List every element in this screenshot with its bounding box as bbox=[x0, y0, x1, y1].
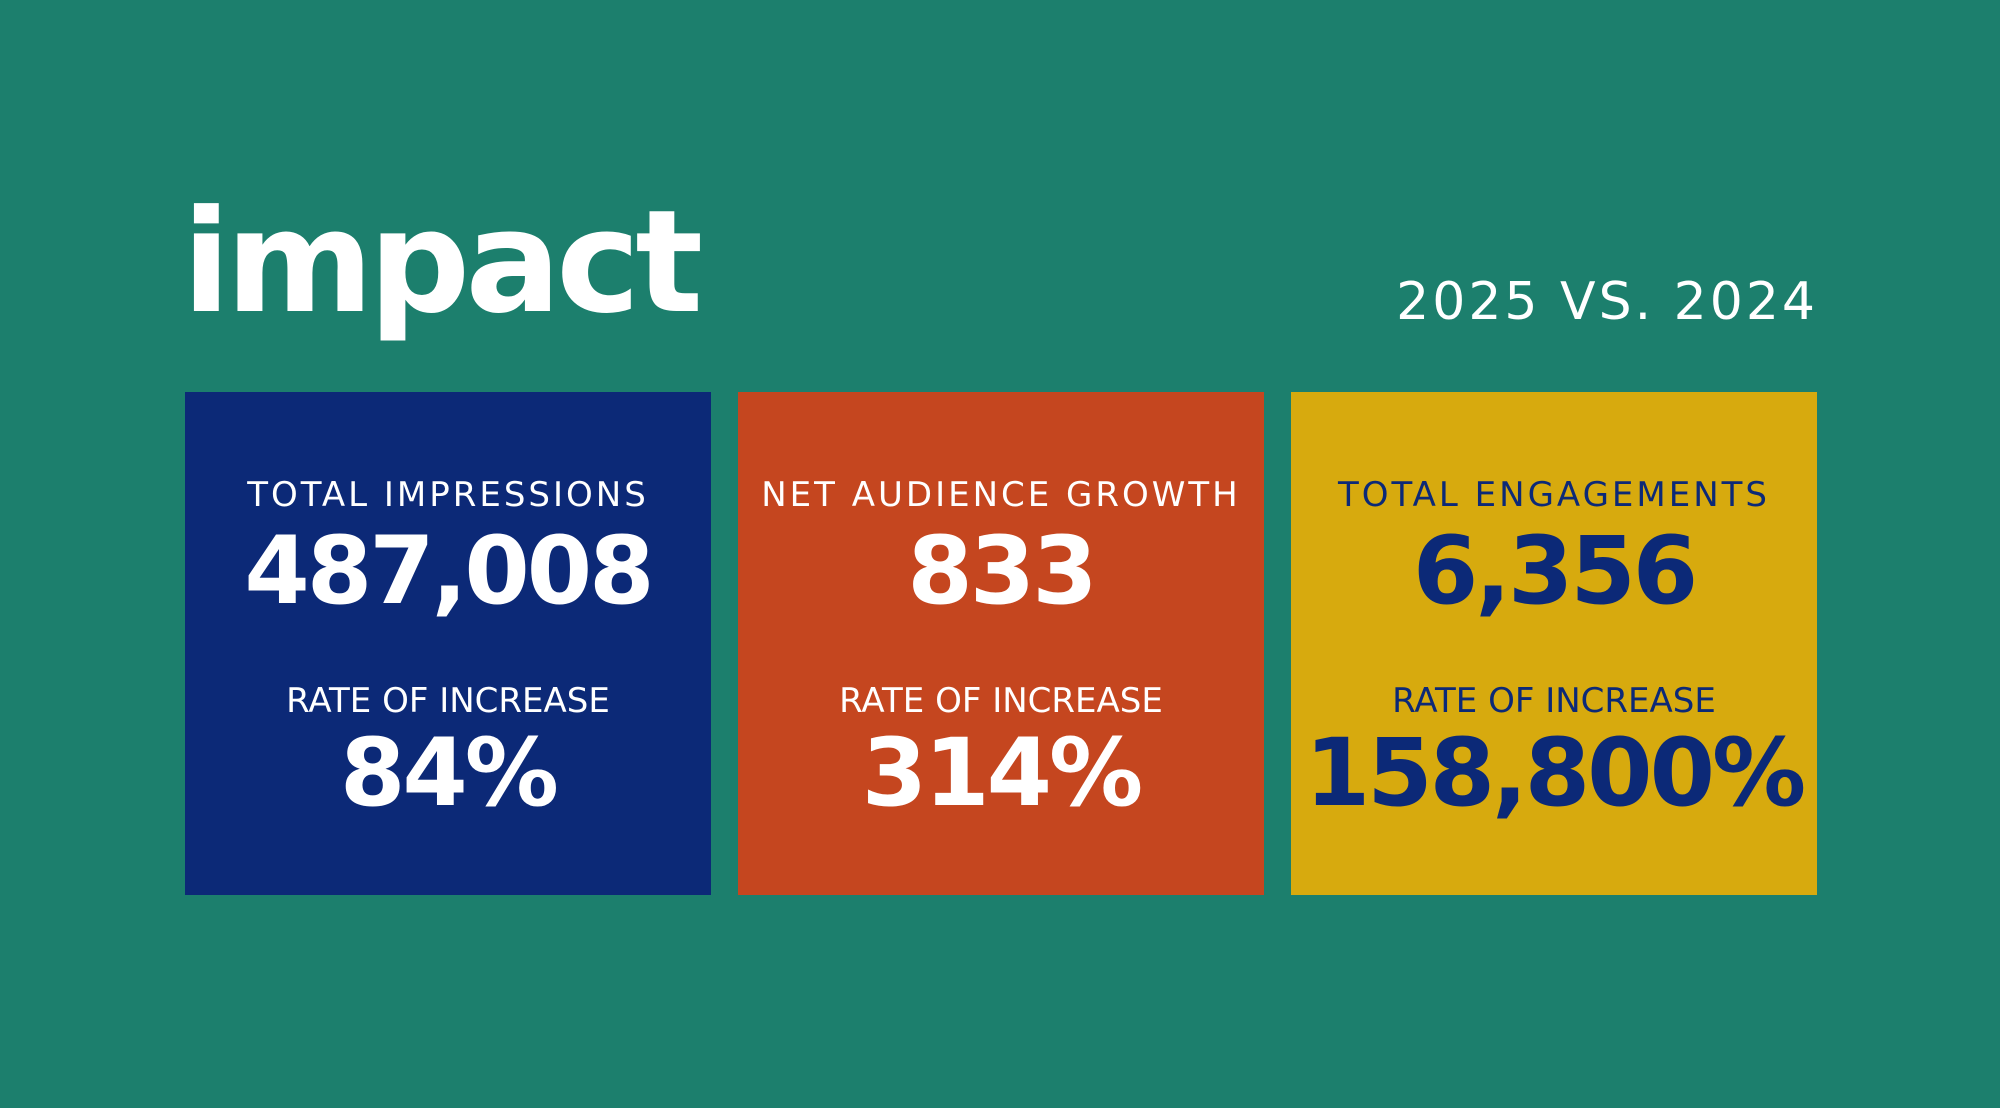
card-net-audience-growth: NET AUDIENCE GROWTH 833 RATE OF INCREASE… bbox=[738, 392, 1264, 895]
metric-label: NET AUDIENCE GROWTH bbox=[761, 475, 1241, 515]
metric-label: TOTAL IMPRESSIONS bbox=[247, 475, 649, 515]
card-total-impressions: TOTAL IMPRESSIONS 487,008 RATE OF INCREA… bbox=[185, 392, 711, 895]
rate-label: RATE OF INCREASE bbox=[1392, 681, 1716, 721]
metric-value: 833 bbox=[907, 517, 1097, 626]
page-title: impact bbox=[182, 180, 703, 345]
rate-value: 314% bbox=[861, 719, 1143, 828]
rate-label: RATE OF INCREASE bbox=[286, 681, 610, 721]
metric-value: 6,356 bbox=[1412, 517, 1698, 626]
metric-value: 487,008 bbox=[244, 517, 654, 626]
comparison-period: 2025 VS. 2024 bbox=[1396, 272, 1818, 332]
rate-value: 84% bbox=[340, 719, 559, 828]
card-total-engagements: TOTAL ENGAGEMENTS 6,356 RATE OF INCREASE… bbox=[1291, 392, 1817, 895]
rate-value: 158,800% bbox=[1304, 719, 1806, 828]
metric-label: TOTAL ENGAGEMENTS bbox=[1337, 475, 1771, 515]
rate-label: RATE OF INCREASE bbox=[839, 681, 1163, 721]
